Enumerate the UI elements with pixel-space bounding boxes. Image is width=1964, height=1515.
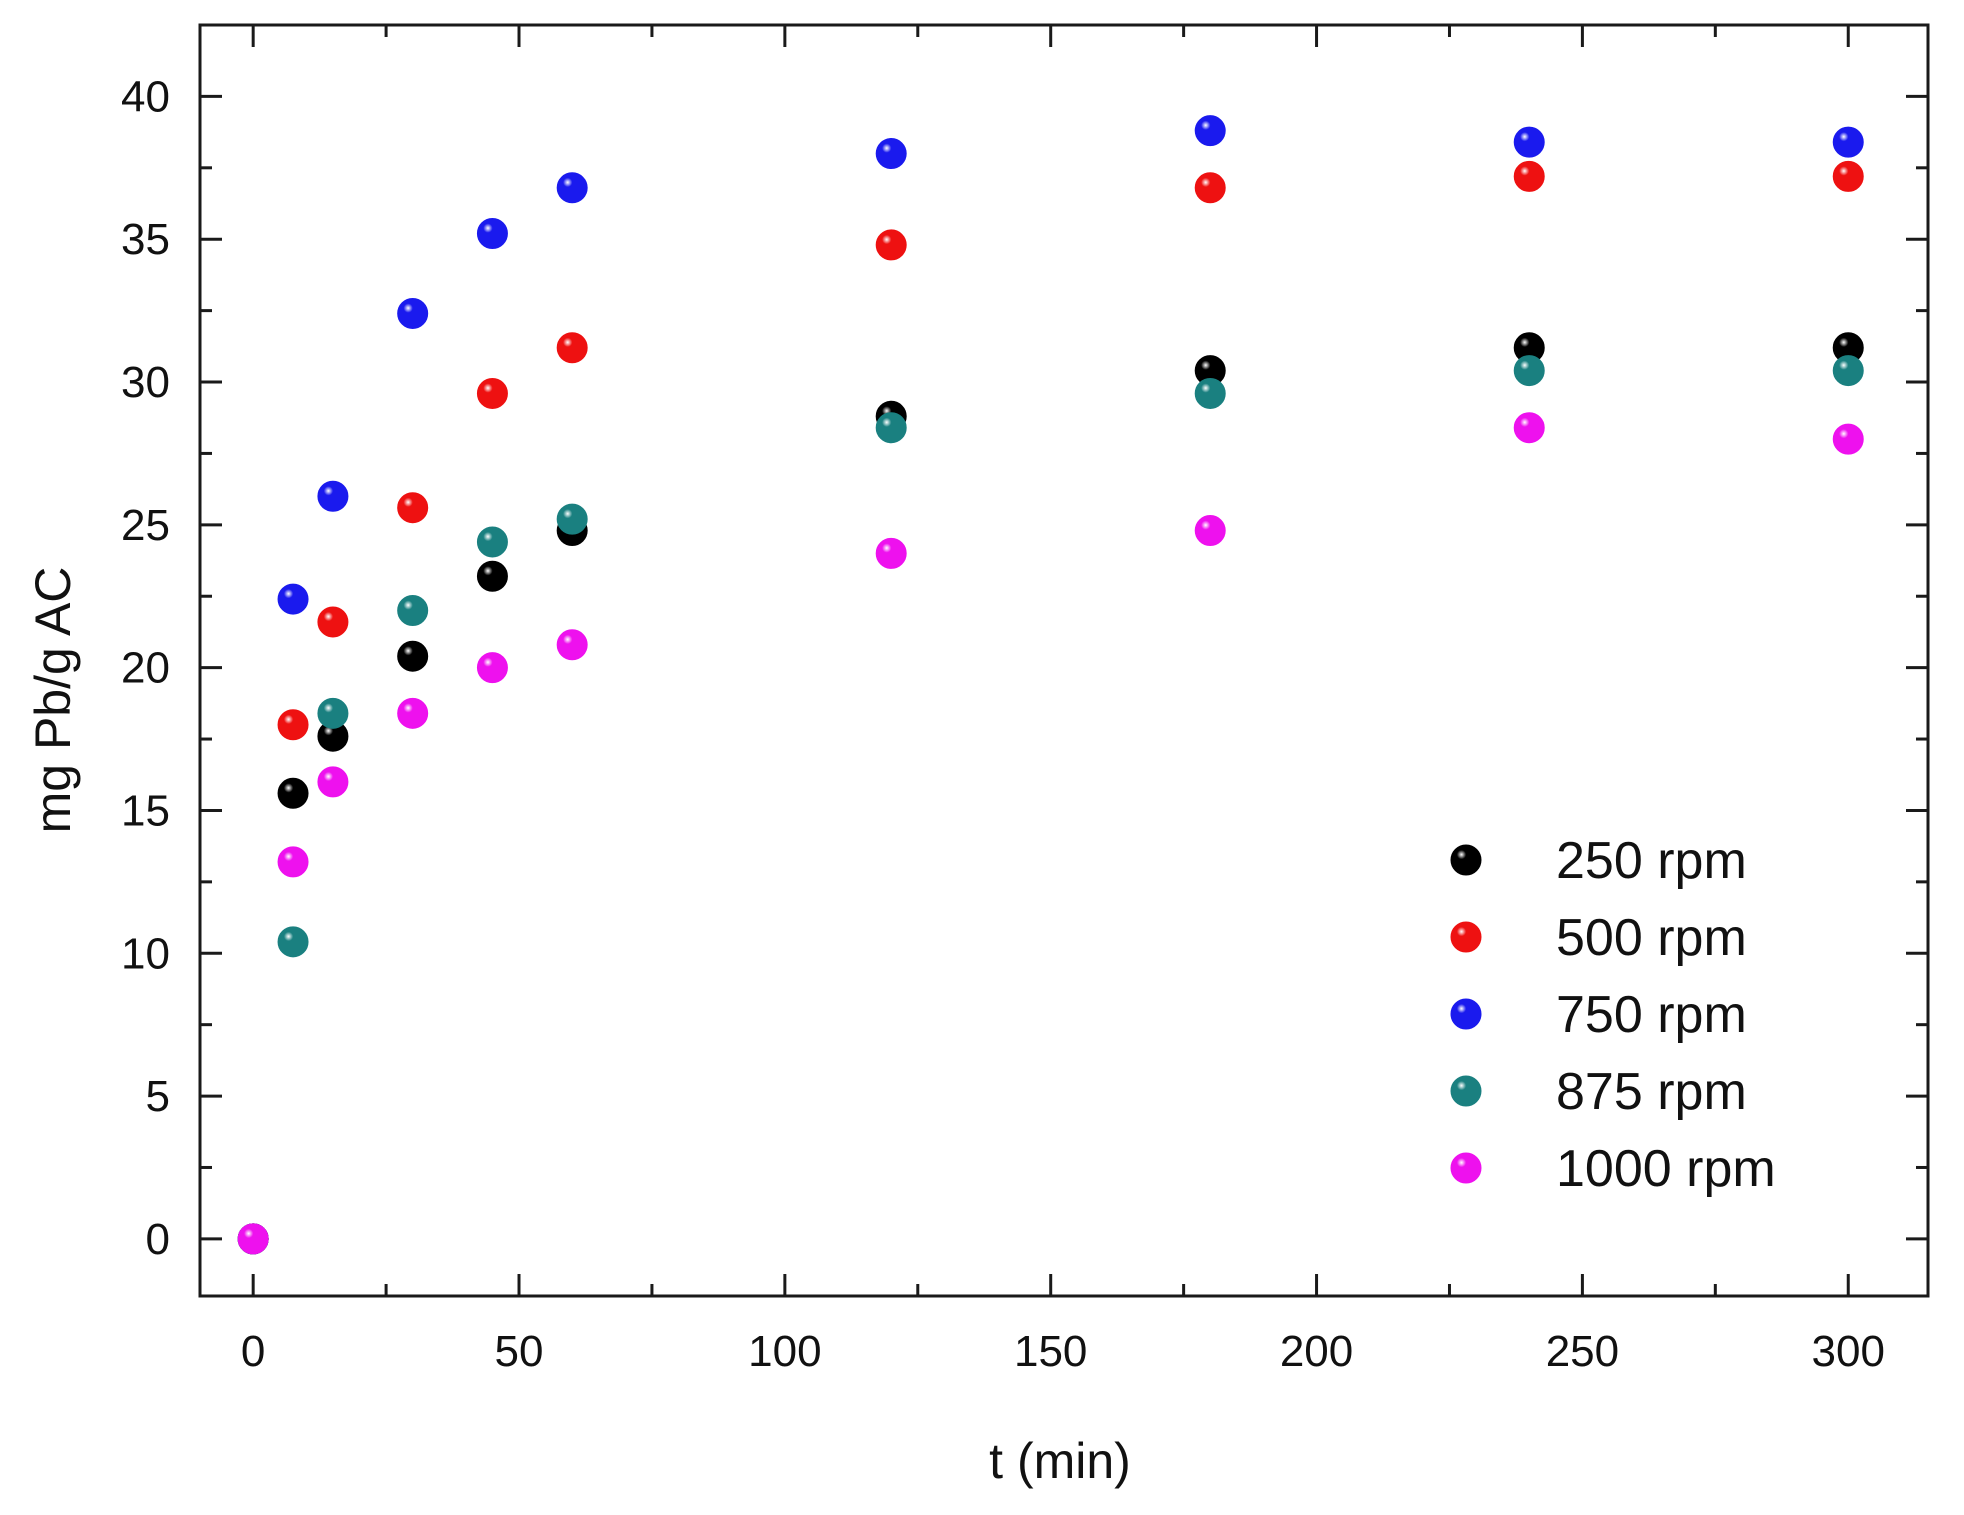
data-point-250-rpm — [277, 777, 309, 809]
data-point-750-rpm — [1832, 126, 1864, 158]
data-point-1000-rpm — [277, 846, 309, 878]
x-tick-label: 100 — [748, 1327, 821, 1376]
y-tick-label: 15 — [121, 786, 170, 835]
x-axis-title: t (min) — [989, 1433, 1131, 1489]
y-tick-label: 40 — [121, 72, 170, 121]
data-point-750-rpm — [317, 480, 349, 512]
data-point-1000-rpm — [875, 537, 907, 569]
data-point-1000-rpm — [1513, 412, 1545, 444]
x-tick-label: 250 — [1546, 1327, 1619, 1376]
data-point-875-rpm — [277, 926, 309, 958]
data-point-500-rpm — [277, 709, 309, 741]
data-point-875-rpm — [556, 503, 588, 535]
data-point-750-rpm — [397, 297, 429, 329]
data-point-875-rpm — [476, 526, 508, 558]
data-point-250-rpm — [476, 560, 508, 592]
plot-frame — [198, 23, 1930, 1298]
x-tick-label: 300 — [1812, 1327, 1885, 1376]
data-point-500-rpm — [317, 606, 349, 638]
x-tick-label: 50 — [495, 1327, 544, 1376]
y-tick-label: 30 — [121, 358, 170, 407]
data-point-875-rpm — [317, 697, 349, 729]
y-tick-label: 5 — [146, 1072, 170, 1121]
y-tick-label: 25 — [121, 501, 170, 550]
x-tick-label: 200 — [1280, 1327, 1353, 1376]
data-point-250-rpm — [397, 640, 429, 672]
legend-label-1000-rpm: 1000 rpm — [1556, 1140, 1776, 1198]
y-tick-label: 35 — [121, 215, 170, 264]
y-tick-label: 0 — [146, 1215, 170, 1264]
data-point-1000-rpm — [476, 652, 508, 684]
data-point-750-rpm — [875, 138, 907, 170]
legend: 250 rpm 500 rpm 750 rpm 875 rpm 1000 rpm — [1450, 832, 1776, 1198]
legend-label-500-rpm: 500 rpm — [1556, 909, 1747, 967]
data-point-500-rpm — [1513, 160, 1545, 192]
data-point-1000-rpm — [237, 1223, 269, 1255]
legend-label-750-rpm: 750 rpm — [1556, 986, 1747, 1044]
data-point-500-rpm — [1832, 160, 1864, 192]
y-axis-title: mg Pb/g AC — [25, 567, 81, 834]
legend-label-250-rpm: 250 rpm — [1556, 832, 1747, 890]
legend-label-875-rpm: 875 rpm — [1556, 1063, 1747, 1121]
data-point-750-rpm — [1194, 115, 1226, 147]
data-point-1000-rpm — [317, 766, 349, 798]
data-point-500-rpm — [875, 229, 907, 261]
legend-marker-250-rpm — [1450, 844, 1482, 876]
data-point-1000-rpm — [1832, 423, 1864, 455]
x-tick-label: 0 — [241, 1327, 265, 1376]
data-point-500-rpm — [397, 492, 429, 524]
data-point-750-rpm — [277, 583, 309, 615]
y-tick-label: 10 — [121, 929, 170, 978]
legend-marker-875-rpm — [1450, 1075, 1482, 1107]
data-point-1000-rpm — [397, 697, 429, 729]
data-point-750-rpm — [476, 218, 508, 250]
data-point-875-rpm — [397, 595, 429, 627]
legend-marker-1000-rpm — [1450, 1152, 1482, 1184]
data-point-1000-rpm — [1194, 515, 1226, 547]
data-point-750-rpm — [1513, 126, 1545, 158]
data-point-875-rpm — [1194, 377, 1226, 409]
data-point-875-rpm — [875, 412, 907, 444]
data-point-750-rpm — [556, 172, 588, 204]
data-point-875-rpm — [1832, 355, 1864, 387]
data-point-500-rpm — [476, 377, 508, 409]
legend-marker-750-rpm — [1450, 998, 1482, 1030]
data-points — [237, 115, 1864, 1255]
x-tick-label: 150 — [1014, 1327, 1087, 1376]
data-point-500-rpm — [1194, 172, 1226, 204]
y-tick-label: 20 — [121, 644, 170, 693]
data-point-500-rpm — [556, 332, 588, 364]
axes: 0 50 100 150 200 250 300 0 5 10 15 20 25 30 35 40 — [121, 23, 1930, 1376]
data-point-875-rpm — [1513, 355, 1545, 387]
data-point-1000-rpm — [556, 629, 588, 661]
legend-marker-500-rpm — [1450, 921, 1482, 953]
